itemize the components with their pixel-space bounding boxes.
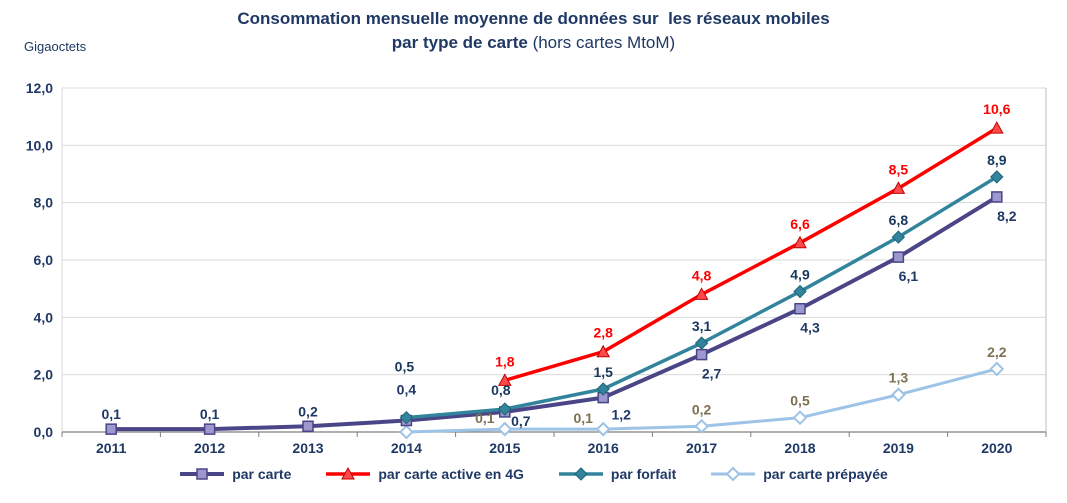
svg-text:2011: 2011: [96, 440, 127, 456]
svg-text:10,0: 10,0: [26, 137, 53, 153]
legend-label-0: par carte: [232, 466, 292, 482]
svg-text:4,0: 4,0: [34, 309, 54, 325]
line-chart: 0,0 2,0 4,0 6,0 8,0 10,0 12,0 2011 2012 2013 2014 2…: [26, 80, 1047, 456]
chart-title-line1: Consommation mensuelle moyenne de donnée…: [237, 9, 830, 28]
svg-text:4,3: 4,3: [800, 320, 820, 336]
legend-label-2: par forfait: [610, 466, 677, 482]
svg-text:10,6: 10,6: [983, 101, 1010, 117]
svg-text:0,1: 0,1: [475, 410, 495, 426]
svg-text:0,2: 0,2: [298, 403, 318, 419]
svg-text:0,5: 0,5: [395, 359, 415, 375]
svg-text:0,5: 0,5: [790, 393, 810, 409]
legend-label-3: par carte prépayée: [763, 466, 888, 482]
svg-text:2016: 2016: [588, 440, 619, 456]
legend-marker-diamond-icon: [558, 467, 603, 481]
legend-marker-square-icon: [180, 468, 225, 480]
svg-text:6,6: 6,6: [790, 216, 810, 232]
legend-item-0: par carte: [179, 466, 291, 482]
svg-text:2,2: 2,2: [987, 344, 1007, 360]
chart-title-line2-normal: (hors cartes MtoM): [527, 33, 676, 53]
svg-text:8,9: 8,9: [987, 152, 1007, 168]
svg-text:0,2: 0,2: [692, 401, 712, 417]
svg-text:3,1: 3,1: [692, 318, 712, 334]
svg-text:2015: 2015: [489, 440, 520, 456]
svg-text:2019: 2019: [883, 440, 914, 456]
chart-title-line2: par type de carte (hors cartes MtoM): [0, 32, 1067, 54]
svg-text:2014: 2014: [391, 440, 422, 456]
svg-text:1,8: 1,8: [495, 353, 515, 369]
svg-text:0,7: 0,7: [511, 413, 531, 429]
svg-text:4,8: 4,8: [692, 267, 712, 283]
svg-text:6,8: 6,8: [889, 212, 909, 228]
svg-text:2,8: 2,8: [593, 325, 613, 341]
svg-text:2018: 2018: [784, 440, 815, 456]
svg-text:1,5: 1,5: [593, 364, 613, 380]
svg-text:0,0: 0,0: [34, 424, 54, 440]
svg-text:0,1: 0,1: [200, 406, 220, 422]
legend-marker-triangle-icon: [326, 466, 371, 480]
svg-text:1,3: 1,3: [889, 370, 909, 386]
svg-text:1,2: 1,2: [611, 407, 631, 423]
svg-text:4,9: 4,9: [790, 267, 810, 283]
svg-text:8,2: 8,2: [997, 208, 1017, 224]
legend-item-2: par forfait: [558, 466, 676, 482]
chart-title-block: Consommation mensuelle moyenne de donnée…: [0, 6, 1067, 54]
legend-label-1: par carte active en 4G: [378, 466, 524, 482]
svg-text:2013: 2013: [292, 440, 323, 456]
svg-text:2012: 2012: [194, 440, 225, 456]
legend-marker-diamond-open-icon: [711, 466, 756, 482]
chart-legend: par carte par carte active en 4G par forfa…: [0, 466, 1067, 482]
svg-text:8,0: 8,0: [34, 195, 54, 211]
svg-text:6,1: 6,1: [899, 268, 919, 284]
svg-text:8,5: 8,5: [889, 161, 909, 177]
svg-text:2,0: 2,0: [34, 367, 54, 383]
svg-text:0,8: 0,8: [491, 382, 511, 398]
svg-text:0,1: 0,1: [573, 410, 593, 426]
svg-text:6,0: 6,0: [34, 252, 54, 268]
svg-text:2017: 2017: [686, 440, 717, 456]
svg-text:12,0: 12,0: [26, 80, 53, 96]
chart-title-line2-bold: par type de carte: [391, 33, 528, 53]
svg-text:2020: 2020: [981, 440, 1012, 456]
svg-text:2,7: 2,7: [702, 366, 722, 382]
svg-text:0,1: 0,1: [101, 406, 121, 422]
y-axis-unit-label: Gigaoctets: [24, 39, 87, 54]
legend-item-3: par carte prépayée: [710, 466, 888, 482]
svg-text:0,4: 0,4: [397, 382, 417, 398]
legend-item-1: par carte active en 4G: [325, 466, 524, 482]
